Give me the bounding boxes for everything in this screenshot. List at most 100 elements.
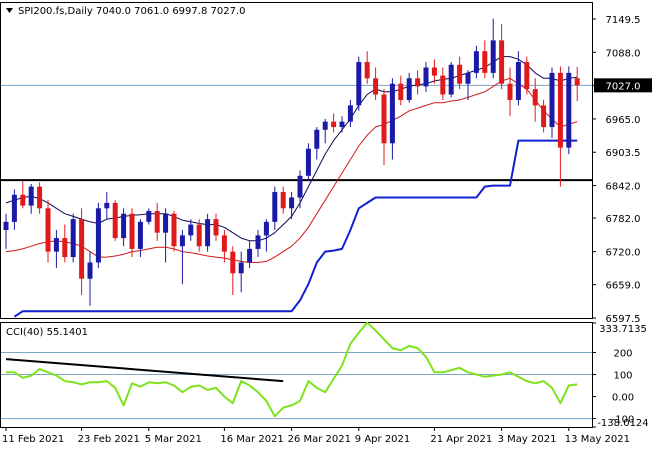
price-axis-label: 6597.5 (606, 314, 641, 325)
candle-body (53, 238, 59, 252)
date-axis-label: 9 Apr 2021 (355, 434, 410, 445)
main-panel-border (0, 2, 593, 319)
cci-trend-line (5, 358, 284, 383)
date-axis-label: 23 Feb 2021 (78, 434, 140, 445)
current-price-label: 7027.0 (606, 81, 641, 92)
cci-panel (1, 321, 592, 420)
candle-body (137, 221, 143, 249)
candle-body (440, 75, 446, 95)
candle-body (457, 64, 463, 84)
candle-body (129, 213, 135, 249)
date-axis-label: 26 Mar 2021 (288, 434, 351, 445)
candle-body (515, 62, 521, 100)
candle-body (549, 72, 555, 128)
date-axis-label: 16 Mar 2021 (220, 434, 283, 445)
candle-body (364, 62, 370, 79)
current-price-tag (594, 78, 652, 93)
candle-body (415, 78, 421, 87)
candle-body (490, 40, 496, 73)
date-axis-label: 13 May 2021 (565, 434, 630, 445)
candle-body (70, 219, 76, 258)
candle-body (322, 121, 328, 130)
cci-axis-label: 200 (613, 348, 632, 359)
candle-body (272, 192, 278, 222)
candle-body (213, 219, 219, 236)
candle-body (95, 208, 101, 263)
candle-body (431, 67, 437, 76)
candle-body (389, 83, 395, 144)
candle-body (381, 94, 387, 144)
price-axis-label: 7088.0 (606, 48, 641, 59)
candle-body (20, 194, 26, 206)
candle-body (37, 186, 43, 209)
candle-body (238, 262, 244, 274)
candle-body (356, 62, 362, 106)
cci-axis-label: 100 (613, 371, 632, 382)
symbol-header: SPI200.fs,Daily 7040.0 7061.0 6997.8 702… (18, 6, 245, 17)
candle-body (221, 235, 227, 252)
candle-body (331, 121, 337, 128)
candle-body (557, 72, 563, 148)
date-axis-label: 3 May 2021 (498, 434, 557, 445)
price-axis-label: 6659.0 (606, 281, 641, 292)
candle-body (104, 202, 110, 209)
candle-body (154, 211, 160, 233)
candle-body (482, 51, 488, 73)
candle-body (79, 219, 85, 279)
candle-body (406, 78, 412, 100)
candle-body (255, 235, 261, 249)
candle-body (398, 83, 404, 100)
candle-body (541, 105, 547, 128)
candle-body (314, 129, 320, 149)
candle-body (339, 121, 345, 128)
candle-body (373, 78, 379, 95)
candle-body (347, 105, 353, 122)
candle-body (574, 78, 580, 86)
price-axis-label: 6965.0 (606, 115, 641, 126)
cci-axis-label: -100 (612, 415, 635, 426)
cci-axis-label: 333.7135 (599, 324, 647, 335)
price-axis-label: 6720.0 (606, 248, 641, 259)
candle-body (188, 224, 194, 236)
candle-body (121, 213, 127, 239)
candle-body (146, 211, 152, 222)
candle-body (532, 89, 538, 106)
candle-body (566, 72, 572, 148)
candle-body (196, 224, 202, 247)
candle-body (247, 248, 253, 263)
date-axis-label: 11 Feb 2021 (2, 434, 64, 445)
candle-body (499, 40, 505, 84)
candle-body (28, 186, 34, 206)
main-panel (1, 18, 592, 318)
candle-body (230, 251, 236, 274)
candle-body (507, 83, 513, 100)
candle-body (3, 221, 9, 230)
candle-body (112, 202, 118, 239)
price-axis-label: 7149.5 (606, 15, 641, 26)
cci-header: CCI(40) 55.1401 (6, 327, 88, 338)
candle-body (524, 62, 530, 90)
candle-body (263, 221, 269, 236)
candle-body (280, 192, 286, 209)
price-axis-label: 6842.0 (606, 182, 641, 193)
candle-body (179, 235, 185, 247)
candle-body (423, 67, 429, 87)
price-axis-label: 6782.0 (606, 214, 641, 225)
candle-body (448, 64, 454, 95)
cci-axis-label: 0.00 (612, 393, 634, 404)
candle-body (45, 208, 51, 252)
cci-line (6, 321, 578, 418)
price-axis-label: 6903.5 (606, 148, 641, 159)
trailing-stop-line (13, 139, 578, 318)
axes: 7149.5 7088.0 7027.0 6965.0 6903.5 6842.0 6782… (2, 15, 652, 445)
candle-body (11, 194, 17, 222)
candle-body (62, 238, 68, 258)
date-axis-label: 5 Mar 2021 (145, 434, 202, 445)
candle-body (297, 175, 303, 198)
candle-body (473, 51, 479, 73)
candle-body (465, 72, 471, 84)
date-axis-label: 21 Apr 2021 (430, 434, 492, 445)
collapse-triangle-icon[interactable] (6, 8, 13, 13)
candle-body (171, 213, 177, 247)
